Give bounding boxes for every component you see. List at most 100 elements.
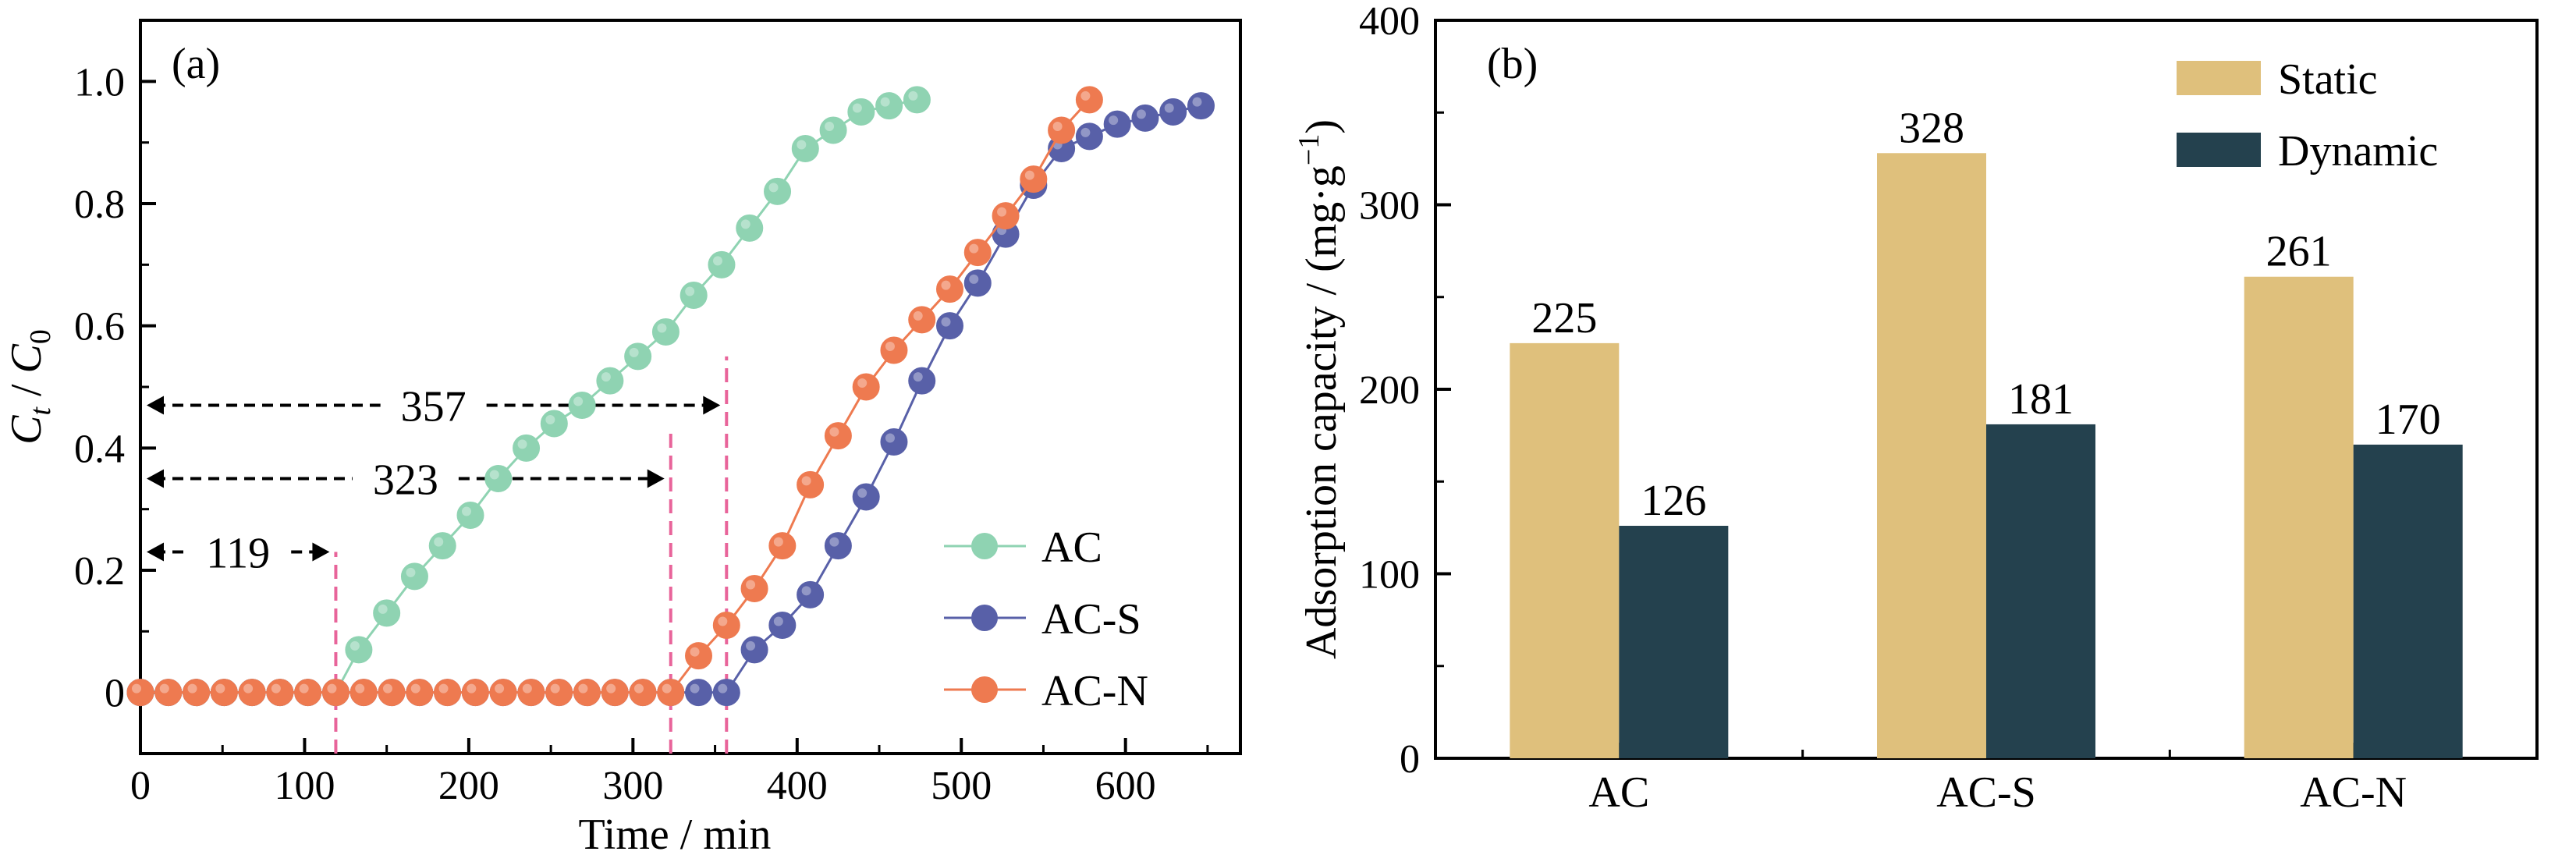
point-highlight [690,647,700,657]
point-highlight [132,683,141,694]
data-point [824,532,852,560]
breakthrough-curve-chart: 0 100 200 300 400 500 600 0 0.2 0.4 0.6 0.8 1.0 119 3… [2,19,1242,855]
x-tick-label: AC [1588,768,1649,817]
point-highlight [908,90,918,101]
point-highlight [740,219,750,229]
x-tick-label: AC-N [2300,768,2407,817]
data-point [963,269,992,297]
point-highlight [718,616,728,626]
y-tick-label: 100 [1359,553,1420,598]
data-point [992,202,1020,230]
point-highlight [997,207,1007,217]
axis-ticks: 0 100 200 300 400 AC AC-S AC-N [1359,0,2407,817]
bar-value-label: 225 [1531,294,1597,342]
point-highlight [550,683,560,694]
data-point [847,98,875,126]
data-point [238,679,266,707]
point-highlight [495,683,505,694]
y-tick-label: 0 [105,672,125,716]
point-highlight [438,683,449,694]
legend-swatch [2177,61,2261,95]
data-point [434,679,462,707]
point-highlight [578,683,588,694]
data-point [183,679,211,707]
point-highlight [1192,97,1202,107]
point-highlight [299,683,309,694]
data-point [797,580,825,608]
y-label-sup: −1 [1293,134,1325,165]
bar-value-label: 261 [2266,228,2332,276]
point-highlight [1164,103,1174,113]
data-point [1020,165,1048,193]
bar [1986,424,2095,758]
data-point [517,679,545,707]
point-highlight [382,683,392,694]
point-highlight [517,439,527,449]
y-tick-label: 0.4 [74,427,125,471]
data-point [875,92,903,120]
bar [1619,526,1729,758]
data-point [685,642,713,670]
x-tick-label: 100 [274,764,335,808]
arrow-head-left [147,542,164,562]
point-highlight [773,537,783,547]
arrow-head-left [147,396,164,415]
y-label-end: ) [1297,119,1346,134]
data-point [1159,98,1187,126]
point-highlight [629,347,639,357]
point-highlight [969,243,979,254]
data-point [596,367,624,395]
arrow-head-right [703,396,721,415]
point-highlight [545,415,555,424]
adsorption-capacity-chart: 0 100 200 300 400 AC AC-S AC-N 225 328 261 126 181 1… [1293,0,2539,817]
x-tick-label: 0 [130,764,151,808]
data-point [294,679,322,707]
data-point [651,318,679,346]
data-point [126,679,154,707]
point-highlight [406,567,416,577]
data-point [1075,86,1103,114]
data-point [657,679,685,707]
legend: Static Dynamic [2177,55,2438,176]
data-point [624,342,652,371]
data-point [406,679,434,707]
bar [1510,342,1620,758]
data-point [1075,122,1103,151]
point-highlight [690,683,700,694]
bar-value-label: 126 [1641,477,1706,525]
point-highlight [327,683,337,694]
data-point [819,116,847,144]
data-point [266,679,294,707]
point-highlight [633,683,644,694]
data-point [963,239,992,267]
data-point [428,532,456,560]
point-highlight [378,604,388,614]
arrow-head-right [312,542,330,562]
data-point [321,679,349,707]
y-label-ct-sub: t [24,406,57,416]
data-point [540,410,568,438]
point-highlight [913,372,923,382]
point-highlight [159,683,169,694]
bar-series: 225 328 261 126 181 170 [1510,104,2463,758]
point-highlight [467,683,477,694]
legend-label: Dynamic [2278,127,2438,176]
point-highlight [1080,127,1091,137]
data-point [797,470,825,498]
data-point [768,612,797,639]
data-point [373,599,401,627]
point-highlight [215,683,225,694]
x-tick-label: AC-S [1936,768,2036,817]
point-highlight [885,433,895,443]
point-highlight [885,342,895,351]
x-axis-label: Time / min [579,811,772,855]
y-axis-label: Ct / C0 [2,329,57,445]
bar-value-label: 328 [1899,104,1964,152]
bar [2353,444,2463,758]
data-point [461,679,489,707]
y-tick-label: 0.6 [74,305,125,349]
point-highlight [573,396,584,406]
data-point [349,679,378,707]
point-highlight [829,427,839,437]
y-tick-label: 1.0 [74,60,125,105]
